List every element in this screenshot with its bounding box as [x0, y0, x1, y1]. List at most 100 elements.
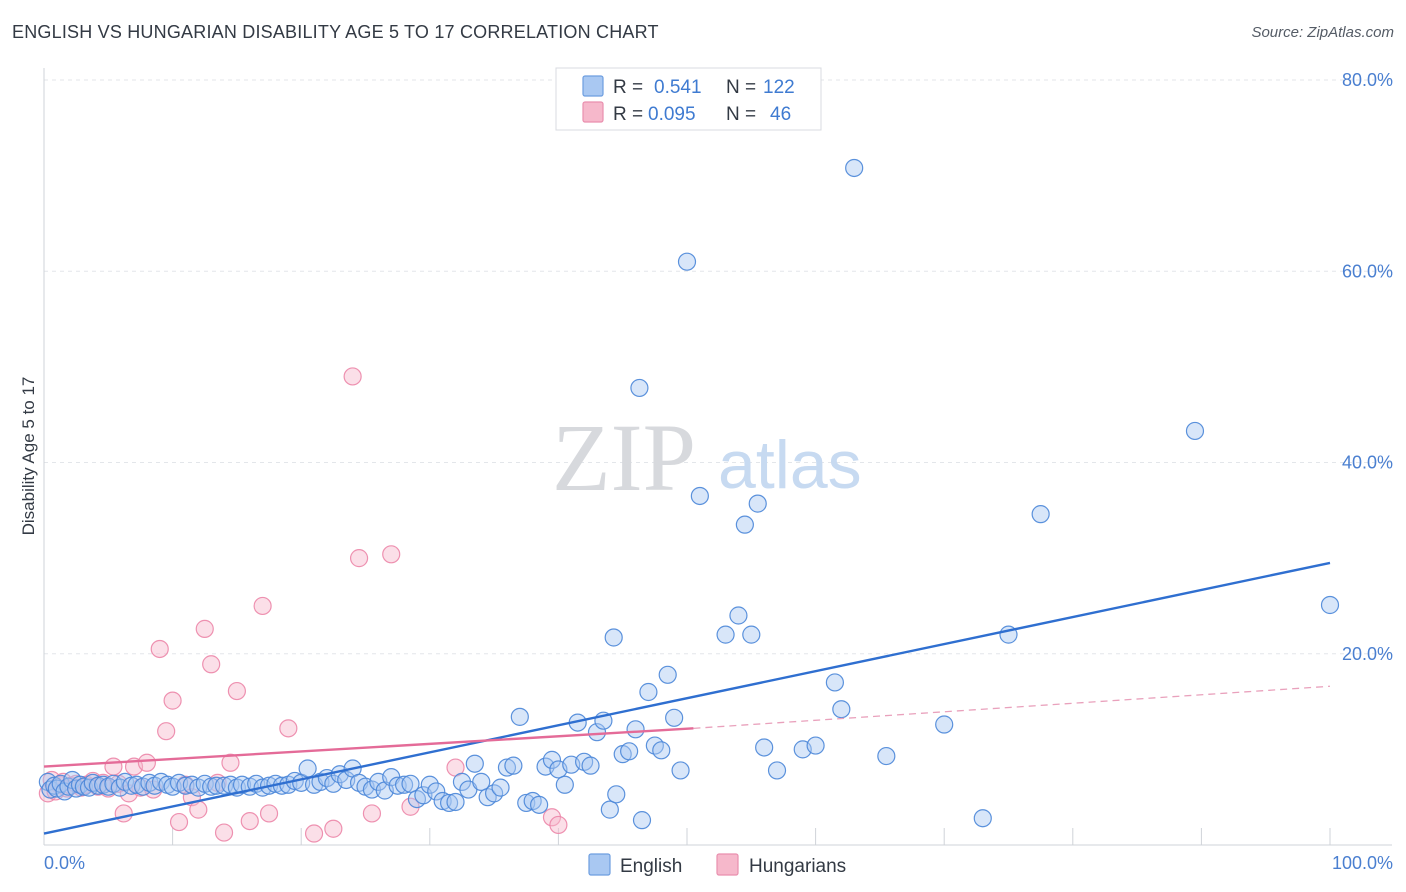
- point-hungarians: [253, 596, 272, 616]
- legend-n-label-hungarians: N =: [726, 104, 756, 125]
- point-english: [825, 673, 844, 692]
- trend-line-english: [43, 561, 1331, 835]
- point-hungarians: [227, 681, 246, 701]
- point-english: [935, 715, 954, 734]
- point-hungarians: [137, 753, 156, 772]
- point-english: [504, 756, 523, 775]
- y-tick-label: 80.0%: [1342, 70, 1393, 90]
- point-english: [607, 785, 626, 804]
- legend-swatch-hungarians: [582, 101, 604, 123]
- point-hungarians: [157, 722, 176, 741]
- chart-title: ENGLISH VS HUNGARIAN DISABILITY AGE 5 TO…: [12, 22, 659, 42]
- point-english: [600, 800, 619, 819]
- legend-r-label-english: R =: [613, 77, 643, 98]
- y-tick-label: 60.0%: [1342, 261, 1393, 281]
- point-english: [497, 758, 517, 777]
- point-english: [510, 707, 529, 726]
- data-points: [38, 158, 1340, 843]
- legend-n-label-english: N =: [726, 77, 756, 98]
- legend-bottom: English Hungarians: [588, 853, 846, 877]
- watermark-zip: ZIP: [552, 404, 696, 511]
- point-english: [735, 515, 754, 534]
- point-english: [530, 795, 549, 814]
- trend-line-hungarians: [43, 727, 694, 768]
- x-tick-labels: 0.0% 100.0%: [44, 853, 1393, 873]
- point-english: [729, 606, 748, 625]
- point-english: [394, 775, 414, 794]
- point-hungarians: [324, 819, 343, 838]
- legend-top: R = 0.541 N = 122 R = 0.095 N = 46: [555, 67, 822, 131]
- axes: [43, 68, 1392, 846]
- point-english: [542, 750, 562, 769]
- legend-bottom-swatch-english: [588, 853, 611, 876]
- point-hungarians: [104, 757, 123, 776]
- point-english: [877, 746, 896, 766]
- grid: [44, 79, 1392, 655]
- point-english: [658, 665, 677, 684]
- point-english: [74, 777, 93, 796]
- point-english: [401, 774, 420, 793]
- point-english: [465, 754, 484, 773]
- legend-bottom-swatch-hungarians: [716, 853, 739, 876]
- point-english: [767, 761, 787, 780]
- point-hungarians: [189, 800, 208, 819]
- x-tick-label: 0.0%: [44, 853, 85, 873]
- watermark: ZIP atlas: [552, 404, 862, 511]
- point-english: [1031, 505, 1050, 524]
- point-english: [491, 778, 510, 797]
- legend-swatch-english: [582, 75, 604, 97]
- point-english: [639, 682, 658, 702]
- point-hungarians: [362, 804, 382, 823]
- point-english: [420, 775, 439, 794]
- point-english: [446, 792, 465, 812]
- legend-n-value-english: 122: [763, 77, 795, 98]
- point-english: [806, 736, 825, 755]
- point-english: [652, 741, 671, 760]
- point-english: [207, 776, 226, 795]
- point-english: [555, 775, 574, 794]
- point-english: [587, 723, 607, 742]
- legend-r-label-hungarians: R =: [613, 104, 643, 125]
- point-hungarians: [214, 823, 234, 842]
- point-english: [748, 494, 767, 513]
- legend-n-value-hungarians: 46: [770, 104, 791, 125]
- point-hungarians: [382, 545, 401, 564]
- y-tick-labels: 20.0% 40.0% 60.0% 80.0%: [1342, 70, 1393, 664]
- legend-bottom-label-hungarians: Hungarians: [749, 856, 846, 877]
- point-english: [1185, 421, 1205, 441]
- point-english: [439, 793, 459, 813]
- y-tick-label: 20.0%: [1342, 644, 1393, 664]
- point-hungarians: [150, 639, 169, 659]
- point-english: [690, 486, 709, 506]
- point-english: [832, 700, 851, 719]
- point-english: [755, 738, 774, 757]
- x-tick-label: 100.0%: [1332, 853, 1393, 873]
- point-english: [742, 625, 761, 644]
- point-hungarians: [240, 811, 259, 831]
- y-axis-label: Disability Age 5 to 17: [19, 377, 38, 536]
- source-credit: Source: ZipAtlas.com: [1251, 24, 1394, 41]
- point-hungarians: [549, 815, 568, 835]
- point-english: [626, 720, 645, 739]
- point-hungarians: [221, 753, 240, 772]
- point-hungarians: [163, 691, 182, 710]
- point-english: [427, 782, 446, 801]
- point-english: [1320, 595, 1340, 615]
- point-hungarians: [195, 619, 214, 638]
- point-english: [632, 811, 652, 830]
- point-hungarians: [343, 367, 362, 386]
- trend-lines: [43, 561, 1331, 835]
- point-english: [202, 777, 221, 796]
- point-english: [298, 759, 317, 778]
- point-english: [581, 756, 600, 775]
- point-hungarians: [114, 804, 133, 823]
- point-english: [45, 776, 64, 795]
- legend-bottom-label-english: English: [620, 856, 682, 877]
- point-english: [677, 252, 697, 271]
- legend-r-value-english: 0.541: [654, 77, 702, 98]
- point-english: [620, 742, 639, 761]
- point-english: [433, 791, 452, 811]
- watermark-atlas: atlas: [718, 427, 862, 503]
- point-hungarians: [202, 655, 221, 674]
